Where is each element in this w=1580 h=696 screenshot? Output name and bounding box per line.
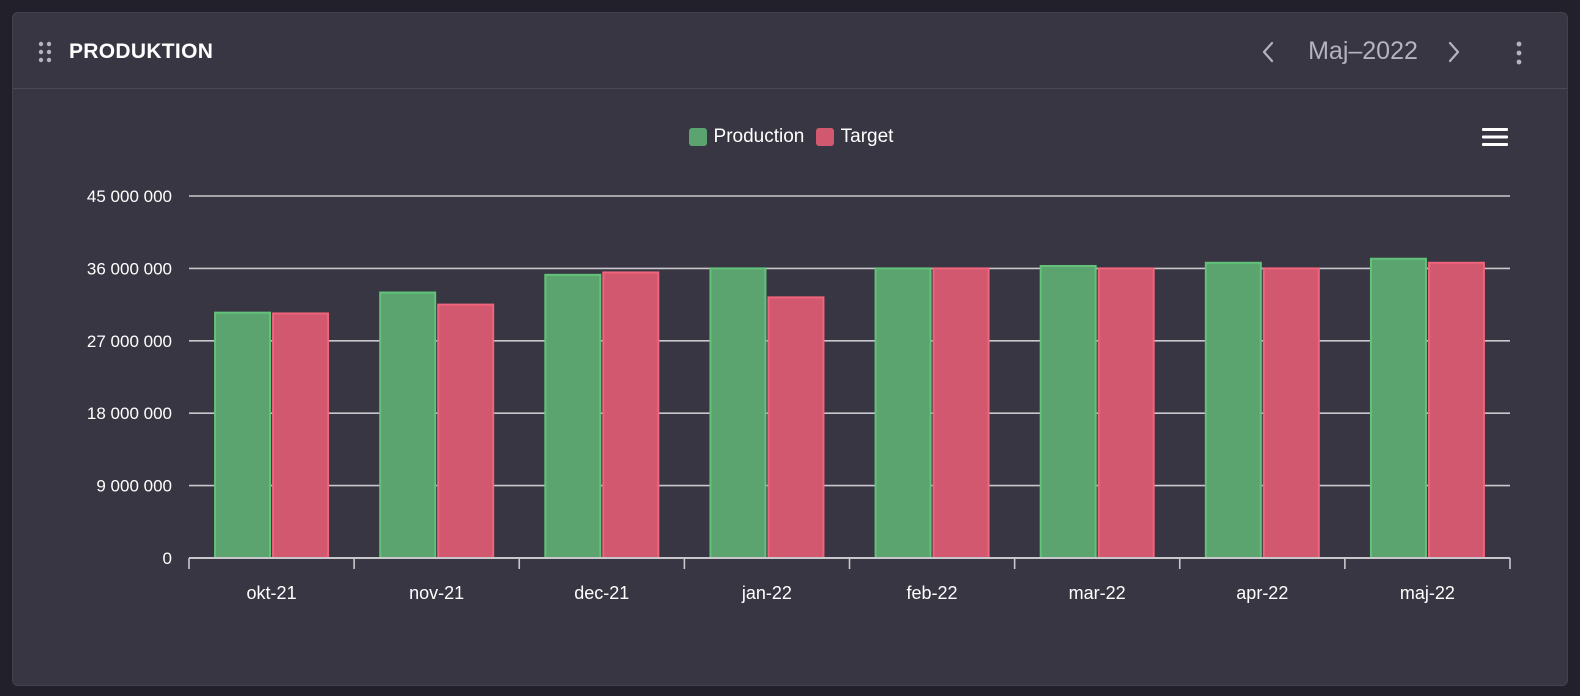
period-label: Maj–2022 <box>1308 37 1418 65</box>
bar-production-mar-22 <box>1039 264 1097 559</box>
chart-legend: Production Target <box>13 126 1567 152</box>
bar-production-jan-22 <box>709 267 767 559</box>
y-tick-label: 27 000 000 <box>87 332 172 351</box>
legend-swatch-target <box>815 128 834 146</box>
x-tick-label: apr-22 <box>1236 583 1288 603</box>
y-tick-label: 18 000 000 <box>87 404 172 423</box>
bar-production-apr-22 <box>1204 261 1262 559</box>
chart-menu-button[interactable] <box>1480 125 1510 149</box>
y-tick-label: 0 <box>163 549 172 568</box>
bar-target-feb-22 <box>932 267 990 559</box>
x-tick-label: okt-21 <box>247 583 297 603</box>
x-tick-label: dec-21 <box>574 583 629 603</box>
production-widget: PRODUKTION Maj–2022 Production <box>12 12 1568 686</box>
bar-production-nov-21 <box>379 291 437 560</box>
bar-target-dec-21 <box>602 271 660 560</box>
bar-target-nov-21 <box>437 303 495 559</box>
drag-handle-icon[interactable] <box>38 41 52 63</box>
widget-title: PRODUKTION <box>69 40 214 63</box>
legend-item-target[interactable]: Target <box>815 126 894 148</box>
chevron-right-icon <box>1448 41 1460 63</box>
more-options-button[interactable] <box>1507 39 1531 67</box>
bar-production-feb-22 <box>874 267 932 559</box>
chart-area: Production Target 0 9 000 000 18 000 000 27… <box>13 89 1567 685</box>
bar-target-apr-22 <box>1262 267 1320 559</box>
widget-header: PRODUKTION Maj–2022 <box>13 13 1567 89</box>
x-tick-label: maj-22 <box>1400 583 1455 603</box>
y-tick-label: 36 000 000 <box>87 259 172 278</box>
bar-chart: 0 9 000 000 18 000 000 27 000 000 36 000 000… <box>87 187 1511 603</box>
x-tick-label: feb-22 <box>907 583 958 603</box>
x-tick-label: mar-22 <box>1069 583 1126 603</box>
x-tick-label: jan-22 <box>741 583 792 603</box>
bar-target-mar-22 <box>1097 267 1155 559</box>
bar-target-okt-21 <box>272 312 330 559</box>
bar-production-okt-21 <box>214 311 272 559</box>
legend-label-production: Production <box>713 126 805 147</box>
x-tick-label: nov-21 <box>409 583 464 603</box>
chevron-left-icon <box>1262 41 1274 63</box>
bar-production-maj-22 <box>1369 257 1427 559</box>
bar-target-jan-22 <box>767 296 825 560</box>
legend-swatch-production <box>688 128 707 146</box>
hamburger-menu-icon <box>1482 128 1508 146</box>
legend-item-production[interactable]: Production <box>688 126 805 148</box>
bar-production-dec-21 <box>544 273 602 560</box>
more-vertical-icon <box>1516 41 1522 65</box>
y-tick-label: 45 000 000 <box>87 187 172 206</box>
next-period-button[interactable] <box>1439 37 1469 67</box>
legend-label-target: Target <box>840 126 894 147</box>
bar-target-maj-22 <box>1427 261 1485 559</box>
previous-period-button[interactable] <box>1253 37 1283 67</box>
y-tick-label: 9 000 000 <box>96 477 172 496</box>
